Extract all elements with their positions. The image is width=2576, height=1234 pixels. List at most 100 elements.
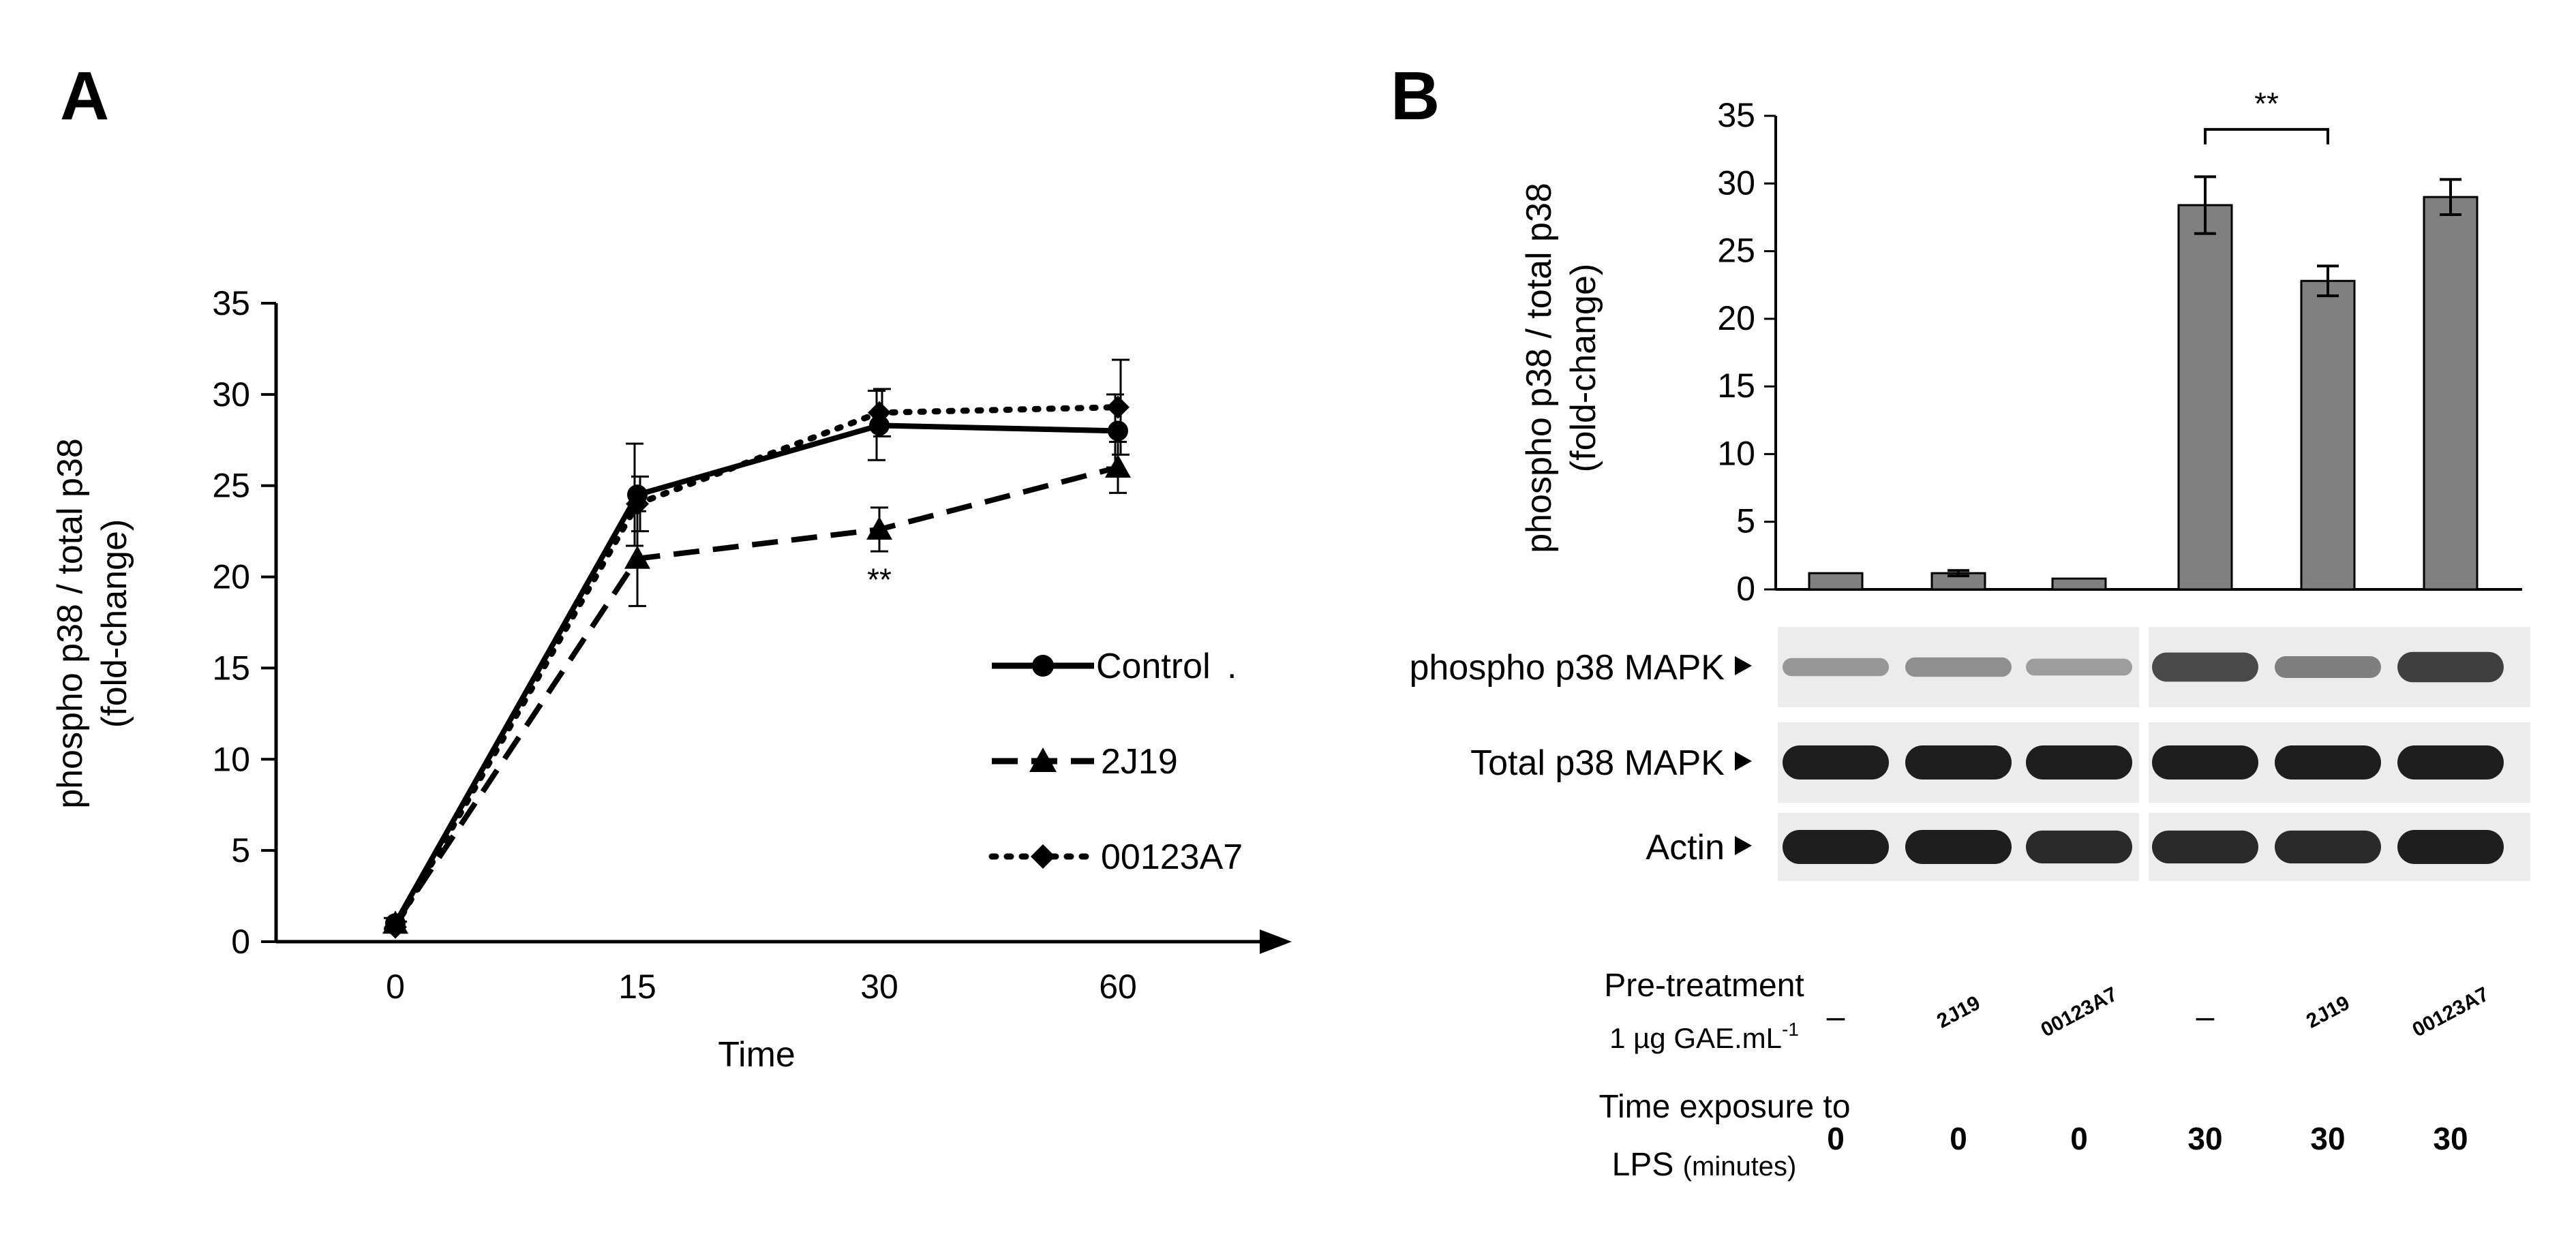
- panel-b-ytick-label: 35: [1717, 96, 1755, 134]
- panel-a-letter: A: [60, 58, 109, 134]
- data-point: [1108, 420, 1128, 442]
- data-point: [626, 492, 649, 516]
- panel-a-ytick-label: 0: [231, 923, 250, 961]
- blot-band: [1905, 657, 2012, 677]
- panel-b-ylabel-line2: (fold-change): [1564, 264, 1603, 472]
- blot-band: [1783, 830, 1889, 864]
- blot-band: [1905, 745, 2012, 780]
- data-point: [1105, 454, 1131, 478]
- blot-row-label: phospho p38 MAPK: [1409, 648, 1725, 688]
- blot-row: Total p38 MAPK: [1470, 722, 2530, 803]
- data-point: [868, 401, 891, 425]
- legend-marker-00123a7: [1031, 844, 1055, 869]
- data-point: [869, 415, 890, 436]
- bar: [2051, 577, 2107, 591]
- panel-a-ytick-label: 25: [212, 467, 250, 505]
- blot-band: [2152, 652, 2258, 682]
- blot-band: [2275, 745, 2381, 780]
- pretreat-value: 00123A7: [2037, 983, 2121, 1041]
- panel-a-xtick-label: 60: [1099, 968, 1137, 1006]
- panel-a-ytick-label: 5: [231, 831, 250, 869]
- time-value: 0: [1827, 1121, 1845, 1156]
- bar: [2423, 196, 2479, 591]
- blot-band: [1783, 745, 1889, 780]
- bar: [2177, 204, 2233, 591]
- pretreat-label-line2-main: 1 µg GAE.mL: [1609, 1022, 1782, 1054]
- panel-b-ytick-label: 0: [1736, 570, 1755, 608]
- blot-row: phospho p38 MAPK: [1409, 627, 2530, 707]
- bar: [1808, 572, 1864, 591]
- pretreat-label-sup: -1: [1782, 1019, 1799, 1040]
- time-value: 30: [2187, 1121, 2222, 1156]
- panel-a-line-chart: phospho p38 / total p38 (fold-change) 0 5…: [50, 284, 1292, 1075]
- series-line: [393, 465, 1119, 925]
- arrow-icon: [1735, 656, 1752, 675]
- panel-a-xtick-label: 0: [386, 968, 405, 1006]
- series-00123a7: [384, 358, 1130, 939]
- blot-band: [2397, 651, 2504, 683]
- time-label-line1: Time exposure to: [1598, 1089, 1850, 1125]
- panel-a-xlabel: Time: [718, 1035, 795, 1075]
- series-2j19: [382, 440, 1131, 934]
- pretreat-value: 2J19: [1933, 991, 1984, 1032]
- time-label-line2-main: LPS: [1612, 1147, 1683, 1183]
- blot-band: [1905, 830, 2012, 864]
- blot-band: [2026, 830, 2132, 864]
- blot-band: [2152, 830, 2258, 864]
- panel-a-ytick-label: 15: [212, 649, 250, 687]
- time-value: 30: [2433, 1121, 2468, 1156]
- panel-b-ytick-label: 5: [1736, 502, 1755, 540]
- blot-band: [2026, 658, 2132, 676]
- significance-marker: **: [2254, 86, 2279, 121]
- blot-band: [1783, 658, 1889, 677]
- panel-b-letter: B: [1391, 58, 1440, 134]
- blot-row-label: Actin: [1646, 828, 1725, 867]
- panel-a-xtick-label: 30: [860, 968, 898, 1006]
- panel-b-ytick-label: 25: [1717, 232, 1755, 270]
- legend-marker-2j19: [1029, 747, 1057, 772]
- arrow-icon: [1735, 752, 1752, 771]
- blot-row-label: Total p38 MAPK: [1470, 743, 1725, 783]
- time-label-unit: (minutes): [1683, 1152, 1797, 1182]
- panel-a-ytick-label: 20: [212, 558, 250, 596]
- panel-b-ytick-label: 10: [1717, 434, 1755, 472]
- legend-label-00123a7: 00123A7: [1101, 837, 1243, 877]
- blot-band: [2275, 656, 2381, 678]
- legend-marker-control: [1032, 655, 1054, 677]
- pretreat-label-line1: Pre-treatment: [1604, 968, 1804, 1004]
- blot-band: [2397, 830, 2504, 864]
- panel-a-x-axis-arrow: [1260, 929, 1292, 954]
- pretreat-value: 2J19: [2303, 991, 2353, 1032]
- blot-band: [2026, 745, 2132, 780]
- legend-label-control: Control: [1096, 647, 1211, 686]
- panel-b-ytick-label: 30: [1717, 164, 1755, 202]
- data-point: [866, 516, 892, 540]
- legend-label-2j19: 2J19: [1101, 742, 1178, 782]
- arrow-icon: [1735, 836, 1752, 855]
- series-line: [392, 404, 1121, 931]
- data-point: [1106, 395, 1130, 419]
- time-value: 0: [2070, 1121, 2088, 1156]
- blot-band: [2397, 745, 2504, 780]
- pretreat-dash: –: [2196, 999, 2215, 1035]
- time-value: 0: [1950, 1121, 1967, 1156]
- data-point: [384, 915, 407, 939]
- panel-b-ytick-label: 15: [1717, 367, 1755, 405]
- panel-a-ylabel-line2: (fold-change): [95, 519, 134, 728]
- pretreat-label-line2: 1 µg GAE.mL-1: [1609, 1019, 1799, 1054]
- blot-row: Actin: [1646, 813, 2530, 881]
- panel-a-ylabel-line1: phospho p38 / total p38: [50, 438, 90, 809]
- pretreat-dash: –: [1827, 999, 1845, 1035]
- pretreat-value: 00123A7: [2409, 983, 2493, 1041]
- time-label-line2: LPS (minutes): [1612, 1147, 1797, 1183]
- blot-band: [2152, 745, 2258, 780]
- panel-b-ytick-label: 20: [1717, 299, 1755, 337]
- significance-bracket: [2204, 127, 2329, 144]
- panel-a-ytick-label: 10: [212, 740, 250, 778]
- western-blots: phospho p38 MAPK Total p38 MAPK Actin: [1409, 627, 2530, 881]
- series-control: [384, 390, 1128, 934]
- panel-a-xtick-label: 15: [618, 968, 656, 1006]
- time-value: 30: [2310, 1121, 2345, 1156]
- panel-b-ylabel-line1: phospho p38 / total p38: [1519, 183, 1559, 553]
- data-point: [624, 545, 650, 569]
